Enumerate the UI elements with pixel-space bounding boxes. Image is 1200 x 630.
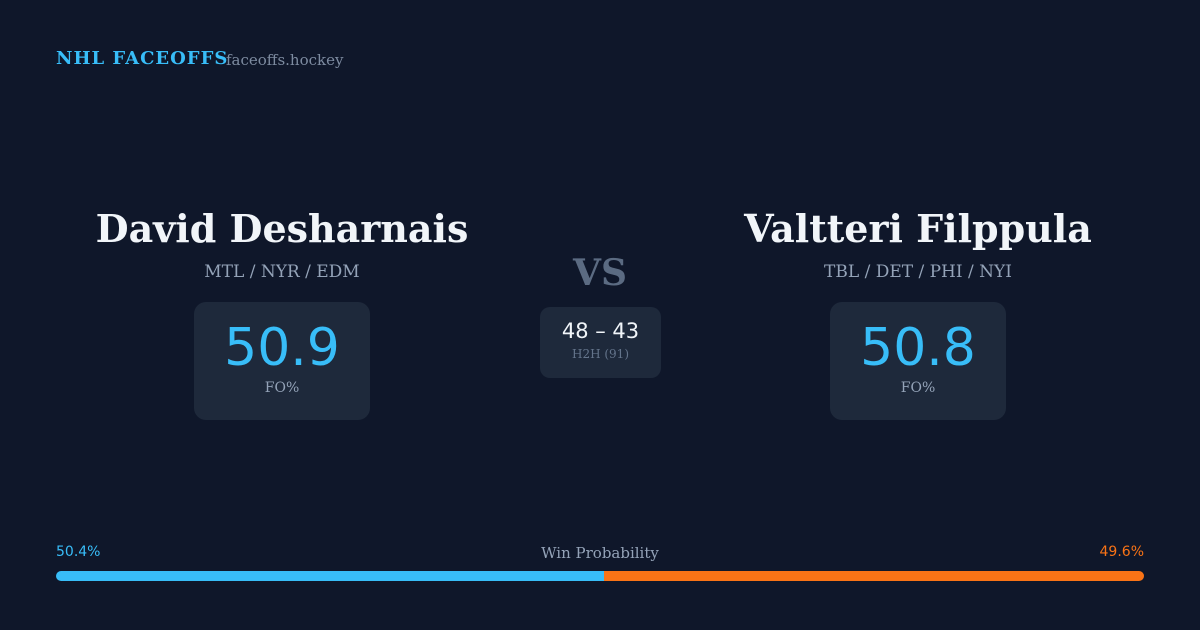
player-teams: MTL / NYR / EDM <box>204 262 360 282</box>
player-name: Valtteri Filppula <box>744 206 1092 251</box>
h2h-score: 48 – 43 <box>561 319 640 343</box>
win-prob-right: 49.6% <box>1099 544 1144 560</box>
player-teams: TBL / DET / PHI / NYI <box>824 262 1012 282</box>
site: faceoffs.hockey <box>226 51 344 69</box>
bar-segment <box>56 571 605 581</box>
win-prob-left: 50.4% <box>56 544 101 560</box>
fo-value: 50.8 <box>860 318 976 378</box>
fo-label: FO% <box>264 380 300 396</box>
h2h-box: 48 – 43 H2H (91) <box>540 307 661 378</box>
versus: VS <box>573 252 627 294</box>
h2h-label: H2H (91) <box>571 347 629 361</box>
win-prob-bar <box>56 571 1144 581</box>
player-name: David Desharnais <box>95 206 469 251</box>
bar-segment <box>604 571 1144 581</box>
fo-value: 50.9 <box>224 318 340 378</box>
fo-label: FO% <box>900 380 936 396</box>
stat-box: 50.8 FO% <box>830 302 1006 420</box>
stat-box: 50.9 FO% <box>194 302 370 420</box>
win-prob-title: Win Probability <box>541 544 659 562</box>
brand: NHL FACEOFFS <box>56 48 229 69</box>
